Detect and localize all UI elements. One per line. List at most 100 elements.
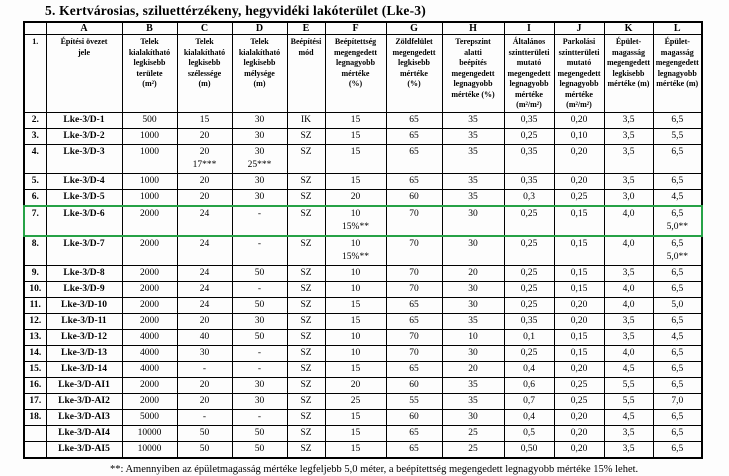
value-cell: 65: [385, 360, 443, 378]
value-cell: 20: [176, 127, 233, 145]
value-cell: 60: [385, 408, 443, 426]
value-cell: 0,35: [503, 172, 555, 190]
row-number-cell: [23, 424, 47, 442]
value-cell: 20: [176, 172, 233, 190]
value-cell: 30: [441, 296, 505, 314]
value-cell: 3,5: [603, 312, 654, 330]
row-number-cell: 13.: [23, 328, 47, 346]
value-cell: SZ: [286, 280, 326, 298]
value-cell: SZ: [286, 143, 326, 174]
value-cell: 4,0: [603, 344, 654, 362]
value-cell: -: [231, 344, 288, 362]
value-cell: 500: [121, 111, 178, 129]
value-cell: SZ: [286, 408, 326, 426]
value-cell: SZ: [286, 188, 326, 206]
value-cell: 70: [385, 328, 443, 346]
row-number-cell: 4.: [23, 143, 47, 174]
value-cell: 24: [176, 280, 233, 298]
row-number-cell: 11.: [23, 296, 47, 314]
value-cell: 6,5: [652, 280, 703, 298]
value-cell: 40: [176, 328, 233, 346]
zone-code-cell: Lke-3/D-AI5: [45, 440, 123, 458]
value-cell: 0,25: [553, 188, 605, 206]
header-cell: Telek kialakítható legkisebb területe (m…: [121, 34, 178, 113]
value-cell: -: [231, 280, 288, 298]
value-cell: 20: [176, 392, 233, 410]
value-cell: 6,5 5,0**: [652, 235, 703, 266]
value-cell: 2000: [121, 376, 178, 394]
value-cell: 30 25***: [231, 143, 288, 174]
value-cell: 20: [324, 188, 387, 206]
value-cell: 55: [385, 392, 443, 410]
table-row: 10. Lke-3/D-9 2000 24- SZ 10 70 30 0,25 0,15 4,0 6,…: [23, 280, 703, 298]
value-cell: 65: [385, 312, 443, 330]
value-cell: 24: [176, 204, 233, 237]
header-cell: Terepszint alatti beépítés megengedett l…: [441, 34, 505, 113]
value-cell: 1000: [121, 143, 178, 174]
value-cell: 35: [441, 392, 505, 410]
header-cell: Beépítettség megengedett legnagyobb mért…: [324, 34, 387, 113]
value-cell: SZ: [286, 235, 326, 266]
value-cell: 65: [385, 127, 443, 145]
value-cell: -: [231, 360, 288, 378]
zone-code-cell: Lke-3/D-12: [45, 328, 123, 346]
header-cell: Építési övezet jele: [45, 34, 123, 113]
value-cell: 2000: [121, 204, 178, 237]
column-letter-cell: G: [385, 21, 443, 35]
row-number-cell: 15.: [23, 360, 47, 378]
header-cell: Parkolási szintterületi mutató megengede…: [553, 34, 605, 113]
zone-code-cell: Lke-3/D-13: [45, 344, 123, 362]
value-cell: 30: [231, 172, 288, 190]
value-cell: 20: [441, 264, 505, 282]
value-cell: 0,15: [553, 235, 605, 266]
column-letter-cell: J: [553, 21, 605, 35]
zone-code-cell: Lke-3/D-4: [45, 172, 123, 190]
value-cell: 35: [441, 172, 505, 190]
value-cell: SZ: [286, 204, 326, 237]
value-cell: 30: [441, 204, 505, 237]
value-cell: 4,0: [603, 280, 654, 298]
value-cell: 0,25: [503, 264, 555, 282]
value-cell: 24: [176, 264, 233, 282]
value-cell: 70: [385, 204, 443, 237]
value-cell: 70: [385, 235, 443, 266]
row-number-cell: [23, 440, 47, 458]
value-cell: 20 17***: [176, 143, 233, 174]
table-row: 17. Lke-3/D-AI2 2000 20 30 SZ 25 55 35 0,7 0,25 5,5…: [23, 392, 703, 410]
value-cell: 4,0: [603, 235, 654, 266]
value-cell: SZ: [286, 376, 326, 394]
value-cell: 50: [231, 296, 288, 314]
value-cell: 50: [231, 440, 288, 458]
value-cell: 30: [231, 111, 288, 129]
value-cell: 25: [441, 424, 505, 442]
value-cell: 3,5: [603, 264, 654, 282]
value-cell: 35: [441, 376, 505, 394]
value-cell: 0,4: [503, 408, 555, 426]
zone-code-cell: Lke-3/D-11: [45, 312, 123, 330]
value-cell: 0,20: [553, 111, 605, 129]
value-cell: 2000: [121, 280, 178, 298]
row-number-cell: 18.: [23, 408, 47, 426]
column-letter-cell: C: [176, 21, 233, 35]
value-cell: 0,25: [503, 127, 555, 145]
value-cell: 65: [385, 111, 443, 129]
value-cell: 6,5: [652, 312, 703, 330]
value-cell: 35: [441, 312, 505, 330]
value-cell: 15: [324, 172, 387, 190]
value-cell: 35: [441, 143, 505, 174]
corner-cell: [23, 21, 47, 35]
value-cell: 2000: [121, 392, 178, 410]
value-cell: 65: [385, 172, 443, 190]
value-cell: 10: [324, 328, 387, 346]
value-cell: 30: [231, 188, 288, 206]
table-row: 12. Lke-3/D-11 2000 20 30 SZ 15 65 35 0,35 0,20 3,5…: [23, 312, 703, 330]
row-number-cell: 9.: [23, 264, 47, 282]
table-row: 18. Lke-3/D-AI3 5000- - SZ 15 60 30 0,4 0,20 4,5 6,…: [23, 408, 703, 426]
row-number-cell: 2.: [23, 111, 47, 129]
value-cell: SZ: [286, 296, 326, 314]
value-cell: 30: [231, 127, 288, 145]
value-cell: 0,25: [553, 392, 605, 410]
table-row: Lke-3/D-AI4 10000 50 50 SZ 15 65 25 0,5 0,20 3,5 6,…: [23, 424, 703, 442]
value-cell: 0,15: [553, 264, 605, 282]
value-cell: 0,15: [553, 204, 605, 237]
